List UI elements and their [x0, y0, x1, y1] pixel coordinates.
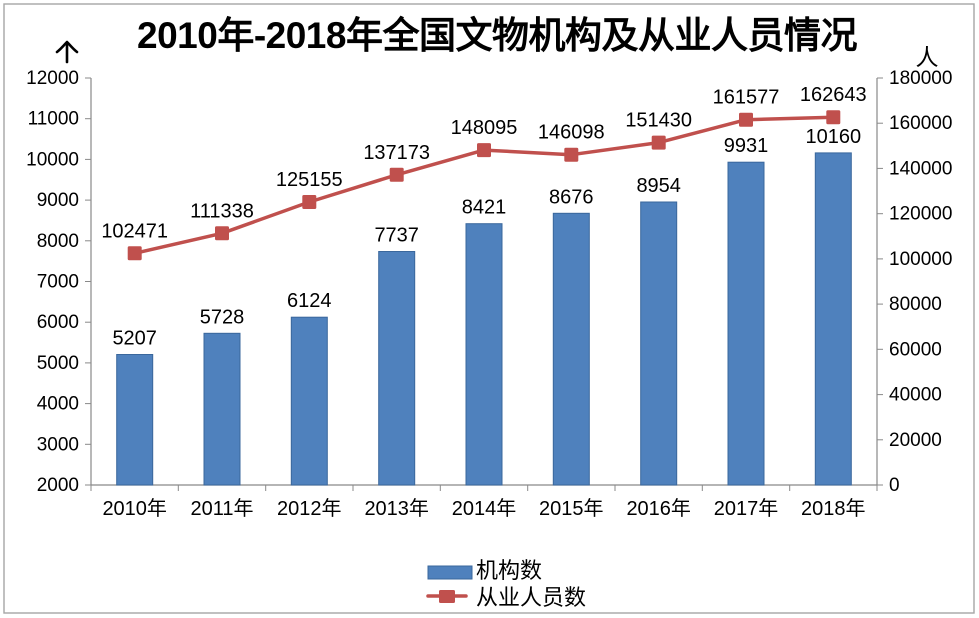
svg-text:137173: 137173 — [363, 142, 430, 164]
svg-text:9931: 9931 — [724, 135, 769, 157]
svg-text:20000: 20000 — [889, 430, 942, 451]
svg-text:2018年: 2018年 — [801, 497, 866, 520]
svg-text:11000: 11000 — [28, 109, 79, 130]
svg-text:60000: 60000 — [889, 339, 942, 360]
svg-text:140000: 140000 — [889, 158, 952, 179]
svg-text:8421: 8421 — [462, 197, 507, 219]
svg-text:2017年: 2017年 — [714, 497, 779, 520]
svg-text:111338: 111338 — [190, 200, 254, 222]
svg-text:0: 0 — [889, 475, 900, 496]
svg-text:3000: 3000 — [37, 434, 79, 455]
svg-text:2012年: 2012年 — [277, 497, 342, 520]
svg-text:2010年-2018年全国文物机构及从业人员情况: 2010年-2018年全国文物机构及从业人员情况 — [137, 14, 857, 56]
svg-text:125155: 125155 — [276, 169, 343, 191]
svg-text:5000: 5000 — [37, 353, 79, 374]
svg-text:8954: 8954 — [636, 175, 681, 197]
svg-text:从业人员数: 从业人员数 — [476, 585, 586, 610]
svg-text:2016年: 2016年 — [626, 497, 691, 520]
svg-text:162643: 162643 — [800, 84, 867, 106]
svg-text:102471: 102471 — [101, 220, 168, 242]
svg-text:4000: 4000 — [37, 394, 79, 415]
svg-text:12000: 12000 — [26, 68, 79, 89]
svg-text:8000: 8000 — [37, 231, 79, 252]
svg-text:160000: 160000 — [889, 113, 952, 134]
svg-text:2011年: 2011年 — [190, 497, 253, 520]
svg-text:2000: 2000 — [37, 475, 79, 496]
svg-text:6124: 6124 — [287, 290, 332, 312]
svg-text:10160: 10160 — [805, 126, 861, 148]
svg-text:2013年: 2013年 — [364, 497, 429, 520]
svg-text:人: 人 — [916, 44, 939, 70]
svg-text:80000: 80000 — [889, 294, 942, 315]
svg-text:9000: 9000 — [37, 190, 79, 211]
svg-text:机构数: 机构数 — [476, 558, 542, 583]
svg-text:151430: 151430 — [625, 110, 692, 132]
svg-text:148095: 148095 — [451, 117, 518, 139]
svg-text:40000: 40000 — [889, 385, 942, 406]
svg-text:100000: 100000 — [889, 249, 952, 270]
svg-text:120000: 120000 — [889, 204, 952, 225]
svg-text:2014年: 2014年 — [452, 497, 517, 520]
svg-text:2015年: 2015年 — [539, 497, 604, 520]
svg-text:8676: 8676 — [549, 186, 594, 208]
svg-text:7000: 7000 — [37, 272, 79, 293]
svg-text:6000: 6000 — [37, 312, 79, 333]
svg-text:2010年: 2010年 — [102, 497, 167, 520]
svg-text:10000: 10000 — [26, 149, 79, 170]
svg-text:146098: 146098 — [538, 122, 605, 144]
svg-text:5207: 5207 — [112, 328, 157, 350]
svg-text:161577: 161577 — [713, 87, 780, 109]
svg-text:5728: 5728 — [200, 306, 245, 328]
svg-text:180000: 180000 — [889, 68, 952, 89]
svg-text:7737: 7737 — [374, 225, 419, 247]
